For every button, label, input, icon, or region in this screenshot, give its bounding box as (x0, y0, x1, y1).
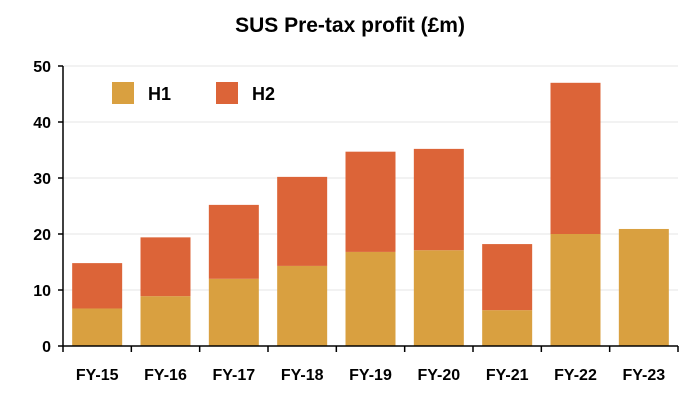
bar-h1-fy-17 (208, 278, 259, 346)
legend-swatch-h2 (216, 82, 238, 104)
x-tick-label: FY-21 (486, 367, 529, 384)
bar-h2-fy-15 (72, 263, 123, 309)
bar-h2-fy-18 (277, 176, 328, 266)
y-tick-label: 30 (33, 171, 51, 188)
y-tick-label: 20 (33, 227, 51, 244)
x-tick-label: FY-18 (281, 367, 324, 384)
bar-h1-fy-18 (277, 265, 328, 346)
y-tick-label: 50 (33, 59, 51, 76)
x-tick-label: FY-20 (417, 367, 460, 384)
bar-h2-fy-22 (550, 82, 601, 234)
y-tick-label: 0 (42, 339, 51, 356)
bars (72, 82, 669, 346)
x-tick-label: FY-23 (622, 367, 665, 384)
bar-h2-fy-17 (208, 204, 259, 279)
legend-swatch-h1 (112, 82, 134, 104)
legend-label-h1: H1 (148, 84, 171, 104)
bar-h1-fy-23 (618, 228, 669, 346)
bar-h2-fy-19 (345, 151, 396, 252)
x-tick-label: FY-15 (76, 367, 119, 384)
legend-label-h2: H2 (252, 84, 275, 104)
y-tick-labels: 0 10 20 30 40 50 (33, 59, 51, 356)
bar-h2-fy-21 (482, 244, 533, 311)
bar-h2-fy-16 (140, 237, 191, 297)
axes (58, 65, 679, 352)
x-tick-label: FY-19 (349, 367, 392, 384)
x-tick-label: FY-22 (554, 367, 597, 384)
legend: H1 H2 (112, 82, 275, 104)
y-tick-label: 40 (33, 115, 51, 132)
y-tick-label: 10 (33, 283, 51, 300)
bar-h1-fy-21 (482, 310, 533, 346)
bar-h1-fy-15 (72, 308, 123, 346)
x-tick-label: FY-17 (212, 367, 255, 384)
chart-title: SUS Pre-tax profit (£m) (235, 14, 465, 37)
bar-h1-fy-19 (345, 251, 396, 346)
bar-h1-fy-22 (550, 234, 601, 346)
x-tick-labels: FY-15 FY-16 FY-17 FY-18 FY-19 FY-20 FY-21 FY-22… (76, 367, 665, 384)
x-tick-label: FY-16 (144, 367, 187, 384)
bar-h2-fy-20 (413, 148, 464, 251)
bar-h1-fy-16 (140, 296, 191, 346)
bar-h1-fy-20 (413, 250, 464, 346)
